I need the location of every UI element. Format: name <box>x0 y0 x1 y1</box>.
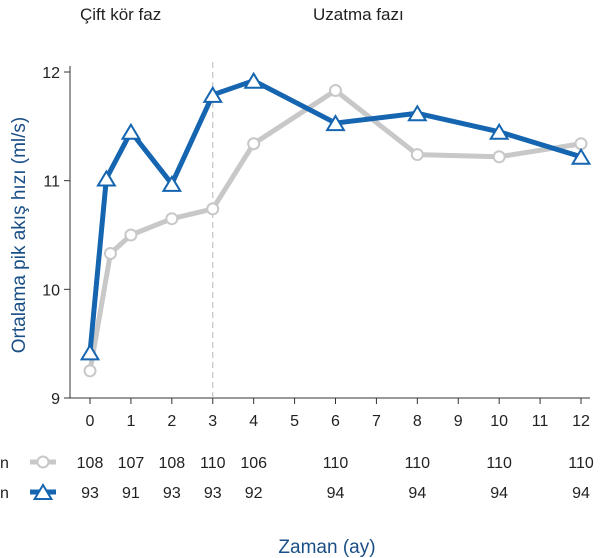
n-label: n <box>0 485 9 502</box>
y-ticks: 9 10 11 12 <box>42 65 70 408</box>
n-value: 94 <box>490 485 508 502</box>
n-value: 110 <box>405 455 431 472</box>
x-tick-label: 7 <box>372 413 381 430</box>
n-value: 93 <box>163 485 181 502</box>
data-point-circle <box>165 212 179 226</box>
n-value: 106 <box>240 455 267 472</box>
legend-marker-triangle <box>32 483 54 500</box>
data-point-triangle <box>79 343 101 361</box>
y-tick-label: 9 <box>51 391 60 408</box>
data-point-circle <box>410 148 424 162</box>
x-tick-label: 0 <box>86 413 95 430</box>
y-axis-label: Ortalama pik akış hızı (ml/s) <box>9 117 30 354</box>
phase-label-double-blind: Çift kör faz <box>80 5 161 24</box>
data-point-circle <box>83 364 97 378</box>
n-value: 93 <box>81 485 99 502</box>
data-point-triangle <box>120 122 142 140</box>
data-point-circle <box>574 137 588 151</box>
legend-marker-circle <box>36 455 50 469</box>
x-tick-label: 9 <box>454 413 463 430</box>
x-tick-label: 3 <box>208 413 217 430</box>
data-point-circle <box>247 137 261 151</box>
y-tick-label: 12 <box>42 65 60 82</box>
n-value: 110 <box>486 455 512 472</box>
x-tick-label: 8 <box>413 413 422 430</box>
data-point-circle <box>103 246 117 260</box>
data-point-circle <box>492 150 506 164</box>
x-tick-label: 12 <box>572 413 590 430</box>
data-point-triangle <box>489 122 510 140</box>
n-value: 107 <box>118 455 145 472</box>
n-value: 110 <box>323 455 349 472</box>
n-value: 92 <box>245 485 263 502</box>
n-value: 91 <box>122 485 140 502</box>
x-axis-label: Zaman (ay) <box>278 537 375 558</box>
data-point-circle <box>329 83 342 97</box>
n-table: n 108 107 108 110 106 110 110 110 110 n 93 91 93 93 92 9… <box>0 455 594 502</box>
series-line-triangle <box>87 78 584 355</box>
x-tick-label: 1 <box>126 413 135 430</box>
n-value: 94 <box>572 485 590 502</box>
n-value: 94 <box>408 485 426 502</box>
series-layer <box>79 71 592 378</box>
data-point-triangle <box>202 85 223 103</box>
data-point-circle <box>124 228 138 242</box>
y-tick-label: 11 <box>43 174 60 191</box>
x-tick-label: 5 <box>290 413 299 430</box>
x-tick-label: 4 <box>249 413 258 430</box>
n-value: 110 <box>200 455 226 472</box>
x-ticks: 0 1 2 3 4 5 6 7 8 9 10 11 12 <box>86 398 590 430</box>
n-value: 94 <box>327 485 345 502</box>
x-tick-label: 2 <box>167 413 176 430</box>
n-value: 108 <box>77 455 104 472</box>
n-value: 108 <box>158 455 185 472</box>
x-tick-label: 10 <box>490 413 508 430</box>
data-point-triangle <box>570 147 592 165</box>
x-tick-label: 11 <box>532 413 549 430</box>
data-point-triangle <box>407 104 428 122</box>
series-line-circle <box>87 87 584 374</box>
data-point-triangle <box>325 114 346 132</box>
phase-label-extension: Uzatma fazı <box>313 5 404 24</box>
n-value: 110 <box>568 455 594 472</box>
n-label: n <box>0 455 9 472</box>
data-point-triangle <box>96 169 117 187</box>
data-point-circle <box>206 202 220 216</box>
x-tick-label: 6 <box>331 413 340 430</box>
y-tick-label: 10 <box>42 282 60 299</box>
n-value: 93 <box>204 485 222 502</box>
data-point-triangle <box>243 71 264 89</box>
data-point-triangle <box>161 174 182 192</box>
